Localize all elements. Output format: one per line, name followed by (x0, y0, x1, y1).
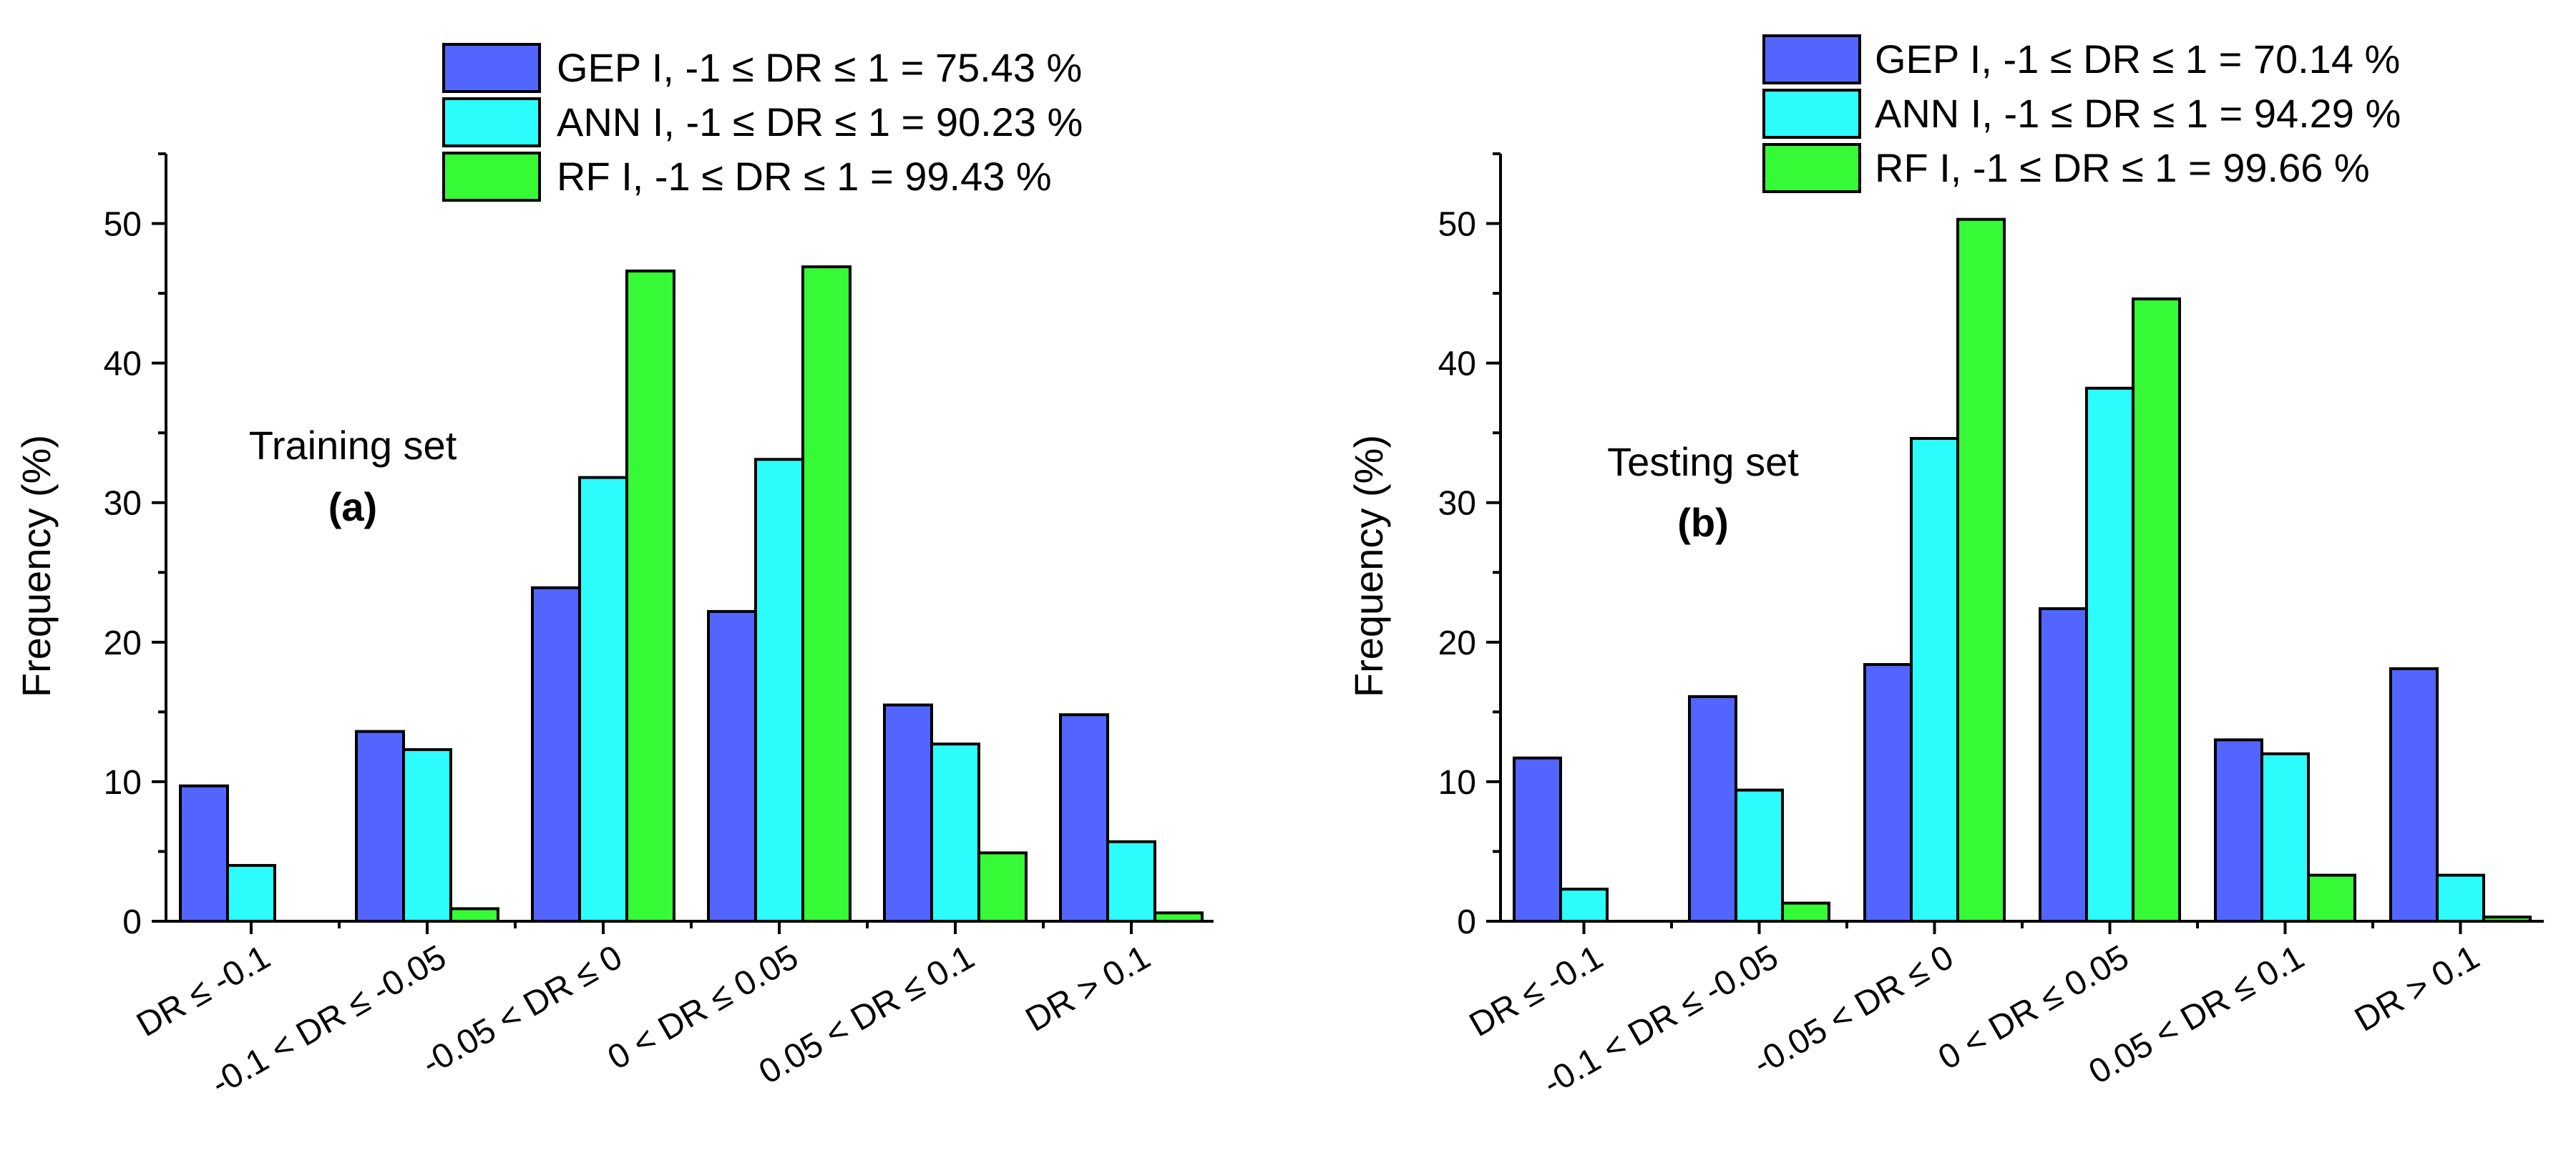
bar-ann (1559, 888, 1609, 923)
x-tick-label: DR > 0.1 (1020, 938, 1157, 1039)
bar-ann (1910, 436, 1959, 923)
bar-ann (2436, 873, 2485, 923)
bar-rf (449, 907, 499, 923)
y-tick-label: 0 (122, 903, 142, 941)
y-tick-label: 40 (104, 345, 142, 383)
legend-label: RF I, -1 ≤ DR ≤ 1 = 99.66 % (1875, 145, 2370, 190)
y-tick-label: 50 (1438, 206, 1476, 244)
bar-rf (977, 851, 1028, 923)
panel-label: (a) (328, 484, 377, 529)
legend-label: ANN I, -1 ≤ DR ≤ 1 = 90.23 % (557, 99, 1083, 144)
y-tick-label: 30 (1438, 485, 1476, 523)
legend-label: GEP I, -1 ≤ DR ≤ 1 = 70.14 % (1875, 36, 2400, 82)
bar-rf (801, 265, 852, 923)
legend-swatch (1762, 143, 1861, 193)
bar-rf (2307, 873, 2356, 923)
bar-gep (179, 784, 229, 923)
legend-label: ANN I, -1 ≤ DR ≤ 1 = 94.29 % (1875, 91, 2401, 136)
bar-ann (2260, 752, 2310, 923)
y-tick-label: 0 (1457, 903, 1476, 941)
bar-gep (707, 609, 757, 923)
x-tick-label: -0.05 < DR ≤ 0 (1747, 938, 1960, 1083)
legend-swatch (1762, 89, 1861, 139)
y-tick-label: 20 (1438, 624, 1476, 662)
bar-ann (1106, 840, 1156, 923)
bar-gep (1863, 663, 1913, 923)
legend-label: RF I, -1 ≤ DR ≤ 1 = 99.43 % (557, 154, 1052, 199)
legend-swatch (442, 152, 541, 202)
y-tick-label: 10 (1438, 764, 1476, 802)
chart-panel-a: Training set (a) 0 10 20 30 40 50 DR ≤ -0.1 -0.… (14, 43, 1214, 1103)
bar-rf (2132, 297, 2181, 923)
bar-ann (578, 476, 628, 923)
bar-gep (883, 703, 933, 923)
bar-gep (531, 586, 581, 923)
y-tick-label: 30 (104, 485, 142, 523)
bar-ann (2085, 386, 2135, 923)
bar-rf (625, 269, 675, 923)
y-tick-label: 40 (1438, 345, 1476, 383)
bar-ann (930, 742, 980, 923)
x-tick-label: DR ≤ -0.1 (1463, 938, 1609, 1044)
y-axis-title: Frequency (%) (14, 435, 59, 697)
bar-ann (402, 748, 452, 923)
bar-gep (2039, 607, 2088, 923)
bar-ann (1735, 788, 1784, 923)
bar-ann (754, 458, 804, 923)
bar-gep (1688, 695, 1737, 923)
legend-swatch (1762, 34, 1861, 84)
bar-ann (226, 863, 276, 923)
x-tick-label: -0.05 < DR ≤ 0 (416, 938, 629, 1083)
panel-label: (b) (1677, 500, 1729, 545)
bar-rf (1956, 217, 2006, 923)
y-tick-label: 20 (104, 624, 142, 662)
y-tick-label: 50 (104, 206, 142, 244)
y-axis-title: Frequency (%) (1346, 435, 1391, 697)
annotation-text: Training set (249, 423, 457, 468)
x-tick-label: DR ≤ -0.1 (130, 938, 276, 1044)
annotation-text: Testing set (1607, 439, 1799, 484)
bar-gep (1513, 756, 1562, 923)
legend-label: GEP I, -1 ≤ DR ≤ 1 = 75.43 % (557, 45, 1082, 90)
legend-swatch (442, 97, 541, 147)
bar-gep (1059, 713, 1109, 923)
bar-rf (1781, 901, 1830, 923)
bar-gep (2389, 667, 2439, 923)
x-tick-label: DR > 0.1 (2348, 938, 2486, 1039)
bar-gep (355, 730, 405, 923)
y-tick-label: 10 (104, 764, 142, 802)
legend-swatch (442, 43, 541, 93)
bar-gep (2214, 738, 2263, 923)
